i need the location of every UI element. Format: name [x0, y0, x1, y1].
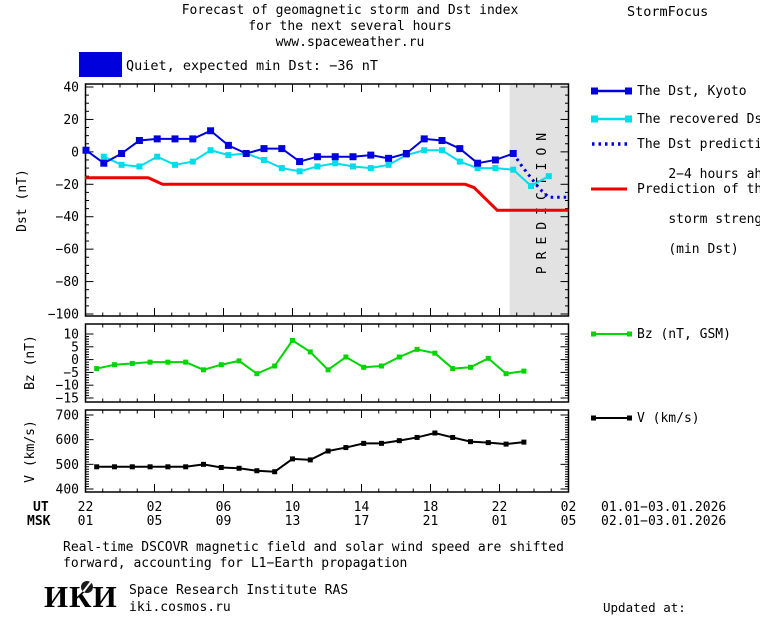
xtick-ut: 02 — [147, 500, 163, 515]
ytick-label: −40 — [56, 210, 79, 225]
xtick-ut: 22 — [492, 500, 508, 515]
series-the-recovered-dst — [100, 147, 552, 189]
ut-date-range: 01.01−03.01.2026 — [601, 500, 726, 515]
footer-note-line2: forward, accounting for L1−Earth propaga… — [63, 556, 408, 571]
ytick-label: −60 — [56, 243, 79, 258]
ytick-label: 0 — [71, 145, 79, 160]
xtick-msk: 01 — [78, 514, 94, 529]
ytick-label: −20 — [56, 178, 79, 193]
xtick-msk: 01 — [492, 514, 508, 529]
xtick-ut: 10 — [285, 500, 301, 515]
xtick-ut: 18 — [423, 500, 439, 515]
legend-dst-kyoto-label: The Dst, Kyoto — [637, 84, 747, 99]
legend-v: V (km/s) — [591, 411, 700, 426]
ytick-label: −80 — [56, 275, 79, 290]
stormfocus-brand: StormFocus — [627, 4, 709, 20]
legend-bz-label: Bz (nT, GSM) — [637, 327, 731, 342]
institute-name: Space Research Institute RAS — [129, 583, 349, 598]
storm-level-swatch — [79, 52, 122, 77]
series-the-dst-kyoto — [82, 127, 517, 167]
ticks-dst — [85, 84, 569, 316]
xtick-msk: 13 — [285, 514, 301, 529]
title-line-2: for the next several hours — [248, 19, 452, 34]
legend-storm-line1: Prediction of the — [637, 182, 760, 197]
legend-dst-prediction: The Dst prediction 2−4 hours ahead — [591, 137, 760, 182]
ytick-label: −100 — [48, 308, 79, 323]
panel-dst: PREDICTION 40 20 0 −20 −40 −60 −80 −100 — [48, 81, 570, 323]
dst-prediction-marker-icon — [592, 142, 631, 146]
ytick-label: 400 — [56, 483, 79, 498]
storm-strength-marker-icon — [591, 187, 627, 191]
ytick-label: −10 — [56, 379, 79, 394]
title-line-3-url: www.spaceweather.ru — [275, 35, 425, 50]
ytick-label: 500 — [56, 458, 79, 473]
xtick-msk: 17 — [354, 514, 370, 529]
ytick-label: 40 — [63, 81, 79, 96]
ticks-bz — [85, 324, 569, 402]
legend-v-label: V (km/s) — [637, 411, 700, 426]
legend-storm-strength: Prediction of the storm strength (min Ds… — [591, 182, 760, 257]
bz-marker-icon — [591, 331, 632, 337]
series-prediction-of-the-storm-strength-min-dst- — [84, 176, 569, 212]
ytick-label: −5 — [63, 366, 79, 381]
legend-dst-prediction-line2: 2−4 hours ahead — [668, 167, 760, 182]
msk-row-label: MSK — [27, 514, 51, 529]
updated-at-title: Updated at: — [603, 600, 686, 615]
ytick-label: 20 — [63, 113, 79, 128]
footer-note-line1: Real-time DSCOVR magnetic field and sola… — [63, 540, 564, 555]
institute-site: iki.cosmos.ru — [129, 600, 231, 615]
title-line-1: Forecast of geomagnetic storm and Dst in… — [181, 3, 519, 18]
panel-v: 700 600 500 400 — [56, 409, 570, 498]
xtick-msk: 21 — [423, 514, 439, 529]
legend-recovered-dst-label: The recovered Dst — [637, 112, 760, 127]
ytick-label: 5 — [71, 340, 79, 355]
iki-logo-circle-icon — [81, 581, 93, 593]
xtick-ut: 06 — [216, 500, 232, 515]
ticks-v — [85, 410, 569, 492]
xtick-msk: 05 — [147, 514, 163, 529]
xtick-msk: 09 — [216, 514, 232, 529]
ytick-label: 10 — [63, 328, 79, 343]
prediction-band — [509, 85, 568, 315]
legend-recovered-dst: The recovered Dst — [591, 112, 760, 127]
ytick-label: 700 — [56, 409, 79, 424]
legend-storm-line3: (min Dst) — [668, 242, 739, 257]
xtick-ut: 14 — [354, 500, 370, 515]
storm-status-text: Quiet, expected min Dst: −36 nT — [126, 58, 378, 74]
ut-row-label: UT — [33, 500, 49, 515]
legend-storm-line2: storm strength — [668, 212, 760, 227]
page-title: Forecast of geomagnetic storm and Dst in… — [100, 3, 600, 51]
xtick-ut: 02 — [561, 500, 577, 515]
legend-dst-kyoto: The Dst, Kyoto — [591, 84, 747, 99]
xtick-msk: 05 — [561, 514, 577, 529]
ytick-label: 600 — [56, 433, 79, 448]
xtick-ut: 22 — [78, 500, 94, 515]
prediction-band-label: PREDICTION — [535, 126, 550, 274]
dst-kyoto-marker-icon — [591, 87, 632, 95]
legend-bz: Bz (nT, GSM) — [591, 327, 731, 342]
series-v-km-s- — [94, 430, 527, 475]
series-bz-nt-gsm- — [94, 337, 527, 377]
ytick-label: −15 — [56, 392, 79, 407]
msk-date-range: 02.01−03.01.2026 — [601, 514, 726, 529]
ytick-label: 0 — [71, 353, 79, 368]
legend-dst-prediction-line1: The Dst prediction — [637, 137, 760, 152]
recovered-dst-marker-icon — [591, 115, 632, 123]
updated-at-block: Updated at: UT 22:05, 02.01.2026 MSK 01:… — [603, 567, 760, 620]
v-marker-icon — [591, 415, 632, 421]
series-the-dst-prediction-2-4-hours-ahead — [511, 152, 567, 199]
